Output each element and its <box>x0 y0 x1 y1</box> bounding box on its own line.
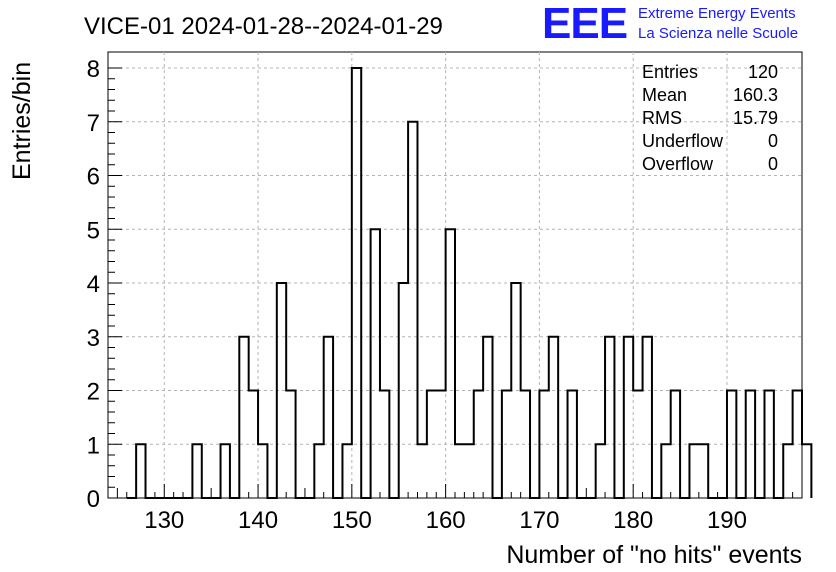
y-tick-label: 8 <box>87 56 100 83</box>
histogram-bin <box>239 337 248 498</box>
eee-logo-line2: La Scienza nelle Scuole <box>638 25 798 42</box>
stats-label: RMS <box>642 108 682 128</box>
histogram-bin <box>483 337 492 498</box>
x-axis-title: Number of "no hits" events <box>506 541 802 569</box>
histogram-bin <box>455 444 464 498</box>
y-tick-label: 5 <box>87 217 100 244</box>
eee-logo: EEE Extreme Energy Events La Scienza nel… <box>542 0 798 48</box>
x-tick-label: 150 <box>332 507 372 534</box>
histogram-bin <box>802 444 811 498</box>
histogram-bin <box>661 444 670 498</box>
y-tick-label: 1 <box>87 432 100 459</box>
histogram-bin <box>699 444 708 498</box>
stats-value: 0 <box>768 154 778 174</box>
stats-label: Underflow <box>642 131 724 151</box>
histogram-bin <box>371 229 380 498</box>
histogram-bin <box>342 444 351 498</box>
stats-value: 120 <box>748 62 778 82</box>
stats-label: Overflow <box>642 154 714 174</box>
x-tick-label: 180 <box>613 507 653 534</box>
histogram-bin <box>689 444 698 498</box>
y-tick-label: 6 <box>87 164 100 191</box>
x-tick-label: 140 <box>238 507 278 534</box>
y-tick-label: 0 <box>87 486 100 513</box>
y-tick-label: 2 <box>87 379 100 406</box>
histogram-bin <box>783 444 792 498</box>
histogram-bars <box>126 67 813 499</box>
y-axis-ticks: 0 1 2 3 4 5 6 7 8 <box>87 56 122 513</box>
histogram-bin <box>258 444 267 498</box>
histogram-bin <box>464 444 473 498</box>
histogram-bin <box>221 444 230 498</box>
y-tick-label: 3 <box>87 325 100 352</box>
y-tick-label: 7 <box>87 110 100 137</box>
histogram-bin <box>136 444 145 498</box>
x-tick-label: 170 <box>519 507 559 534</box>
grid-lines <box>108 52 802 498</box>
histogram-bin <box>408 122 417 498</box>
stats-label: Mean <box>642 85 687 105</box>
histogram-bin <box>596 444 605 498</box>
histogram-bin <box>605 337 614 498</box>
stats-label: Entries <box>642 62 698 82</box>
histogram-bin <box>314 444 323 498</box>
x-tick-label: 190 <box>707 507 747 534</box>
x-tick-label: 130 <box>144 507 184 534</box>
y-tick-label: 4 <box>87 271 100 298</box>
histogram-bin <box>192 444 201 498</box>
eee-logo-mark: EEE <box>542 0 627 48</box>
x-axis-ticks: 130 140 150 160 170 180 190 <box>116 484 794 534</box>
histogram-bin <box>624 337 633 498</box>
chart-title: VICE-01 2024-01-28--2024-01-29 <box>84 13 443 40</box>
histogram-bin <box>549 337 558 498</box>
stats-box: Entries 120 Mean 160.3 RMS 15.79 Underflow 0 Ove… <box>642 62 778 174</box>
y-axis-title: Entries/bin <box>8 62 36 180</box>
histogram-bin <box>643 337 652 498</box>
stats-value: 15.79 <box>733 108 778 128</box>
histogram-bin <box>446 229 455 498</box>
stats-value: 0 <box>768 131 778 151</box>
histogram-bin <box>324 337 333 498</box>
histogram-bin <box>417 444 426 498</box>
histogram-outline <box>126 67 813 499</box>
x-tick-label: 160 <box>426 507 466 534</box>
stats-value: 160.3 <box>733 85 778 105</box>
eee-logo-line1: Extreme Energy Events <box>638 5 796 22</box>
